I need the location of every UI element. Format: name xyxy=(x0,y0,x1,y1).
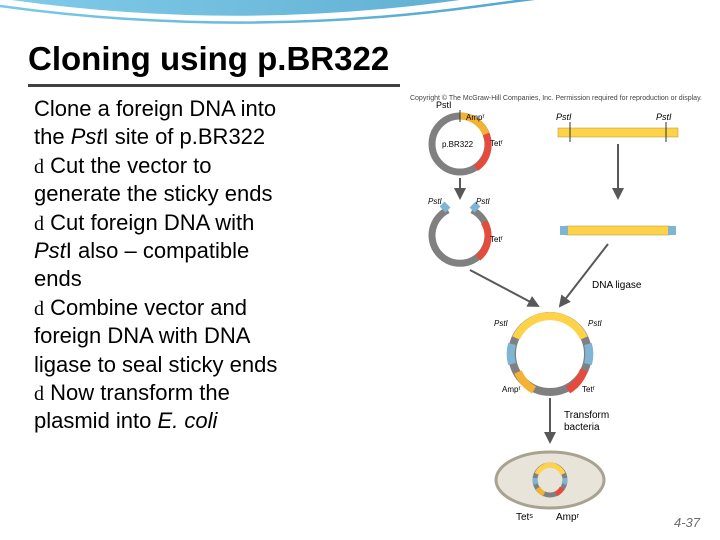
title-underline xyxy=(28,84,400,87)
cut-plasmid: PstI PstI Tetr xyxy=(428,197,503,263)
bullet-icon: d xyxy=(34,298,44,320)
b3-l3: ligase to seal sticky ends xyxy=(34,352,277,377)
label-dna-ligase: DNA ligase xyxy=(592,280,642,291)
page-number: 4-37 xyxy=(674,515,700,530)
label-pst1-rec-l: PstI xyxy=(494,319,509,328)
label-tet-s: Tets xyxy=(516,512,533,522)
b4-l2a: plasmid into xyxy=(34,408,158,433)
plasmid-pbr322: PstI Ampr Tetr p.BR322 xyxy=(432,100,503,172)
copyright-text: Copyright © The McGraw-Hill Companies, I… xyxy=(410,94,702,102)
label-amp: Ampr xyxy=(466,113,484,122)
label-pbr322: p.BR322 xyxy=(442,140,474,149)
b2-l1: Cut foreign DNA with xyxy=(44,210,254,235)
cut-foreign-dna xyxy=(560,226,676,235)
label-tet-rec: Tetr xyxy=(582,385,595,394)
label-pst1: PstI xyxy=(436,100,452,110)
b1-l2: generate the sticky ends xyxy=(34,181,272,206)
label-tet: Tetr xyxy=(490,139,503,148)
b4-l2i: E. coli xyxy=(158,408,218,433)
body-text: Clone a foreign DNA into the PstI site o… xyxy=(34,96,392,437)
recombinant-plasmid: PstI PstI Ampr Tetr xyxy=(494,316,603,394)
label-pst1-cut-r: PstI xyxy=(476,197,491,206)
cloning-diagram: Copyright © The McGraw-Hill Companies, I… xyxy=(398,92,706,522)
b3-l1: Combine vector and xyxy=(44,295,247,320)
bullet-icon: d xyxy=(34,156,44,178)
intro-l1: Clone a foreign DNA into xyxy=(34,96,276,121)
foreign-dna-linear: PstI PstI xyxy=(556,112,678,142)
label-transform-1: Transform xyxy=(564,410,609,421)
b2-l2i: Pst xyxy=(34,238,66,263)
label-amp-r-final: Ampr xyxy=(556,512,580,522)
label-pst1-l: PstI xyxy=(556,112,572,122)
b2-l2a: I also – compatible xyxy=(66,238,249,263)
b1-l1: Cut the vector to xyxy=(44,153,212,178)
b3-l2: foreign DNA with DNA xyxy=(34,323,250,348)
label-pst1-rec-r: PstI xyxy=(588,319,603,328)
label-pst1-r: PstI xyxy=(656,112,672,122)
label-pst1-cut-l: PstI xyxy=(428,197,443,206)
bacterium xyxy=(496,452,604,508)
intro-l2i: Pst xyxy=(71,124,103,149)
page-title: Cloning using p.BR322 xyxy=(28,40,389,78)
bullet-icon: d xyxy=(34,383,44,405)
intro-l2b: I site of p.BR322 xyxy=(103,124,266,149)
label-transform-2: bacteria xyxy=(564,422,600,433)
label-amp-rec: Ampr xyxy=(502,385,520,394)
intro-l2a: the xyxy=(34,124,71,149)
b2-l3: ends xyxy=(34,266,82,291)
label-tet-2: Tetr xyxy=(490,235,503,244)
bullet-icon: d xyxy=(34,213,44,235)
b4-l1: Now transform the xyxy=(44,380,230,405)
